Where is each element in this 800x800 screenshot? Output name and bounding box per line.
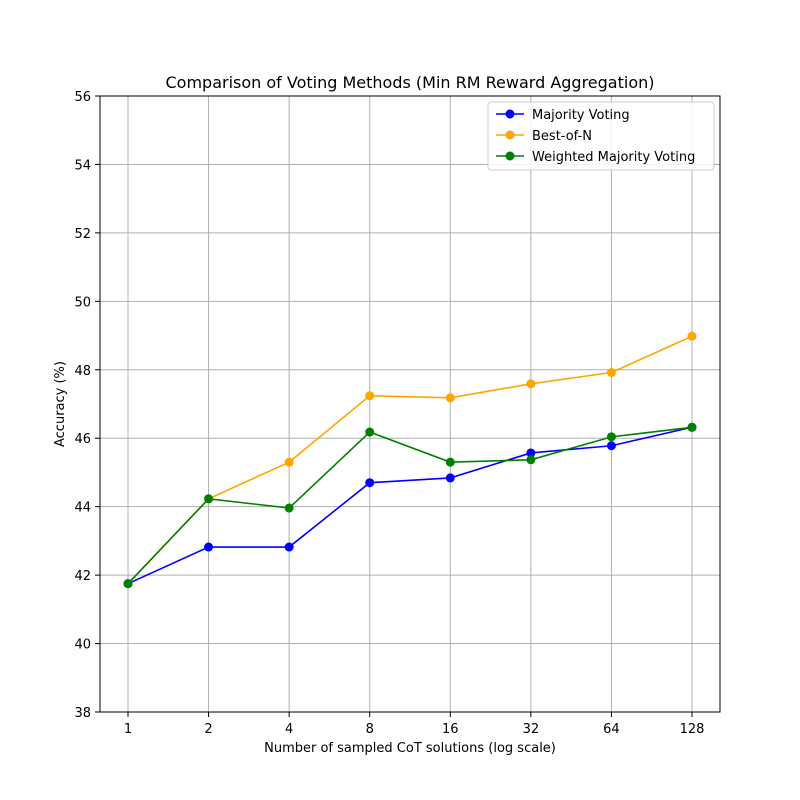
chart-title: Comparison of Voting Methods (Min RM Rew… bbox=[166, 73, 655, 92]
y-tick-label: 54 bbox=[74, 158, 91, 173]
series-line bbox=[127, 335, 693, 585]
series-line bbox=[127, 426, 693, 585]
data-point bbox=[526, 379, 536, 389]
legend: Majority Voting Best-of-N Weighted Majorit… bbox=[487, 101, 715, 171]
y-tick-label: 44 bbox=[74, 501, 91, 516]
data-point bbox=[204, 494, 214, 504]
x-axis-label: Number of sampled CoT solutions (log sca… bbox=[264, 741, 556, 756]
series-weighted-majority-voting bbox=[123, 422, 697, 589]
data-point bbox=[526, 455, 536, 465]
series-line bbox=[127, 426, 693, 585]
x-tick-label: 32 bbox=[523, 722, 540, 737]
y-tick-label: 40 bbox=[74, 638, 91, 653]
x-tick-label: 16 bbox=[442, 722, 459, 737]
data-point bbox=[445, 393, 455, 403]
legend-marker bbox=[505, 109, 515, 119]
data-point bbox=[365, 427, 375, 437]
x-tick-label: 8 bbox=[366, 722, 374, 737]
data-point bbox=[687, 331, 697, 341]
data-point bbox=[284, 542, 294, 552]
data-point bbox=[445, 457, 455, 467]
data-point bbox=[687, 422, 697, 432]
y-tick-label: 38 bbox=[74, 706, 91, 721]
legend-marker bbox=[505, 130, 515, 140]
plot-frame bbox=[99, 95, 721, 713]
y-tick-label: 48 bbox=[74, 364, 91, 379]
data-point bbox=[606, 432, 616, 442]
data-point bbox=[526, 448, 536, 458]
data-point bbox=[284, 457, 294, 467]
data-point bbox=[365, 478, 375, 488]
data-point bbox=[606, 368, 616, 378]
x-tick-label: 1 bbox=[124, 722, 132, 737]
legend-label: Best-of-N bbox=[532, 129, 592, 144]
x-tick-label: 64 bbox=[603, 722, 620, 737]
data-point bbox=[445, 473, 455, 483]
data-point bbox=[365, 391, 375, 401]
data-point bbox=[284, 503, 294, 513]
x-tick-label: 2 bbox=[204, 722, 212, 737]
x-tick-label: 4 bbox=[285, 722, 293, 737]
y-tick-label: 50 bbox=[74, 295, 91, 310]
data-point bbox=[606, 441, 616, 451]
y-tick-label: 42 bbox=[74, 569, 91, 584]
legend-label: Weighted Majority Voting bbox=[532, 150, 695, 165]
data-point bbox=[204, 542, 214, 552]
y-tick-label: 56 bbox=[74, 90, 91, 105]
y-tick-label: 46 bbox=[74, 432, 91, 447]
legend-label: Majority Voting bbox=[532, 108, 630, 123]
data-point bbox=[123, 579, 133, 589]
legend-box bbox=[487, 101, 715, 171]
y-axis-label: Accuracy (%) bbox=[53, 361, 68, 447]
legend-marker bbox=[505, 151, 515, 161]
series-layer bbox=[123, 331, 697, 589]
x-tick-label: 128 bbox=[680, 722, 705, 737]
y-tick-label: 52 bbox=[74, 227, 91, 242]
